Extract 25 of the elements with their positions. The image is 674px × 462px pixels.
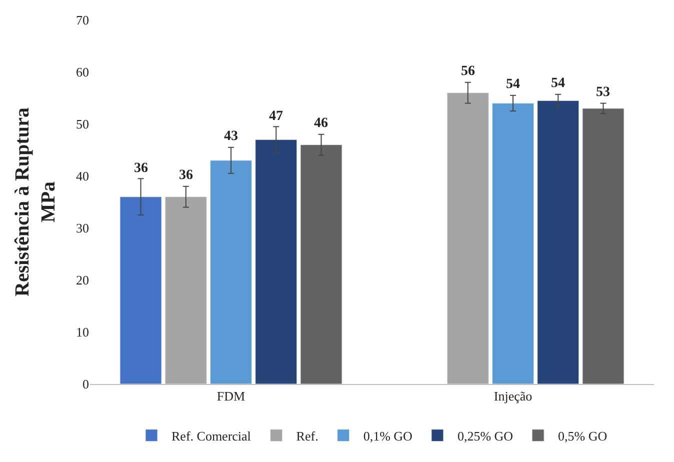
- legend-label: 0,25% GO: [457, 428, 514, 444]
- y-tick-label: 60: [76, 64, 89, 80]
- legend-label: 0,1% GO: [363, 428, 412, 444]
- y-tick-label: 50: [76, 116, 89, 132]
- data-label: 36: [179, 168, 193, 183]
- x-tick-label: Injeção: [494, 388, 532, 404]
- y-tick-label: 70: [76, 12, 89, 28]
- y-tick-label: 10: [76, 324, 89, 340]
- data-label: 53: [596, 85, 610, 100]
- legend-label: 0,5% GO: [558, 428, 608, 444]
- y-tick-label: 0: [82, 376, 89, 392]
- data-label: 47: [269, 109, 283, 124]
- data-label: 54: [506, 77, 520, 92]
- data-label: 56: [461, 64, 475, 79]
- legend-label: Ref.: [296, 428, 318, 444]
- data-label: 36: [134, 161, 148, 176]
- data-label: 46: [314, 116, 328, 131]
- data-label: 54: [551, 76, 565, 91]
- y-tick-label: 30: [76, 220, 89, 236]
- y-tick-label: 20: [76, 272, 89, 288]
- y-axis-title: Resistência à Ruptura MPa: [12, 108, 60, 296]
- x-tick-label: FDM: [216, 388, 246, 404]
- data-label: 43: [224, 129, 238, 144]
- y-tick-label: 40: [76, 168, 89, 184]
- legend-label: Ref. Comercial: [172, 428, 252, 444]
